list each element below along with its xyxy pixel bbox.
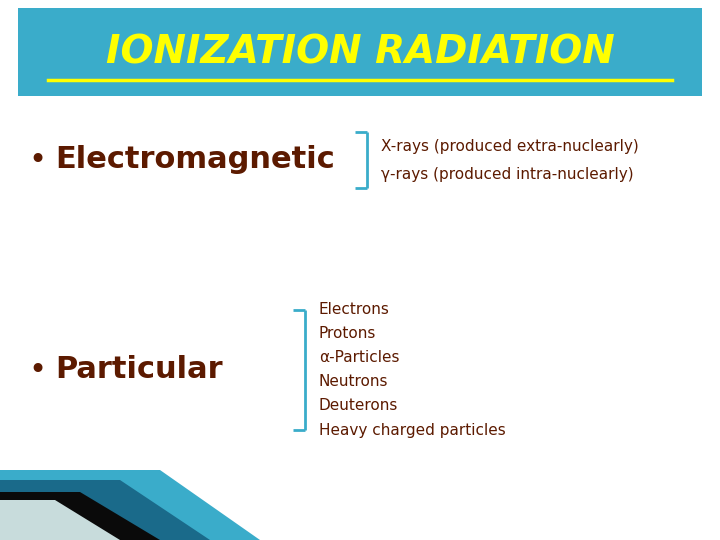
Text: α-Particles: α-Particles [319, 350, 400, 366]
Text: IONIZATION RADIATION: IONIZATION RADIATION [106, 33, 614, 71]
Text: Heavy charged particles: Heavy charged particles [319, 422, 505, 437]
Polygon shape [0, 492, 160, 540]
FancyBboxPatch shape [18, 8, 702, 96]
Text: Electrons: Electrons [319, 302, 390, 318]
Text: Neutrons: Neutrons [319, 375, 389, 389]
Polygon shape [0, 480, 210, 540]
Text: Particular: Particular [55, 355, 222, 384]
Text: γ-rays (produced intra-nuclearly): γ-rays (produced intra-nuclearly) [381, 166, 634, 181]
Text: Protons: Protons [319, 327, 377, 341]
Polygon shape [0, 500, 120, 540]
Text: Deuterons: Deuterons [319, 399, 398, 414]
Text: •: • [28, 145, 46, 174]
Polygon shape [0, 470, 260, 540]
Text: •: • [28, 355, 46, 384]
Text: X-rays (produced extra-nuclearly): X-rays (produced extra-nuclearly) [381, 138, 639, 153]
Text: Electromagnetic: Electromagnetic [55, 145, 335, 174]
